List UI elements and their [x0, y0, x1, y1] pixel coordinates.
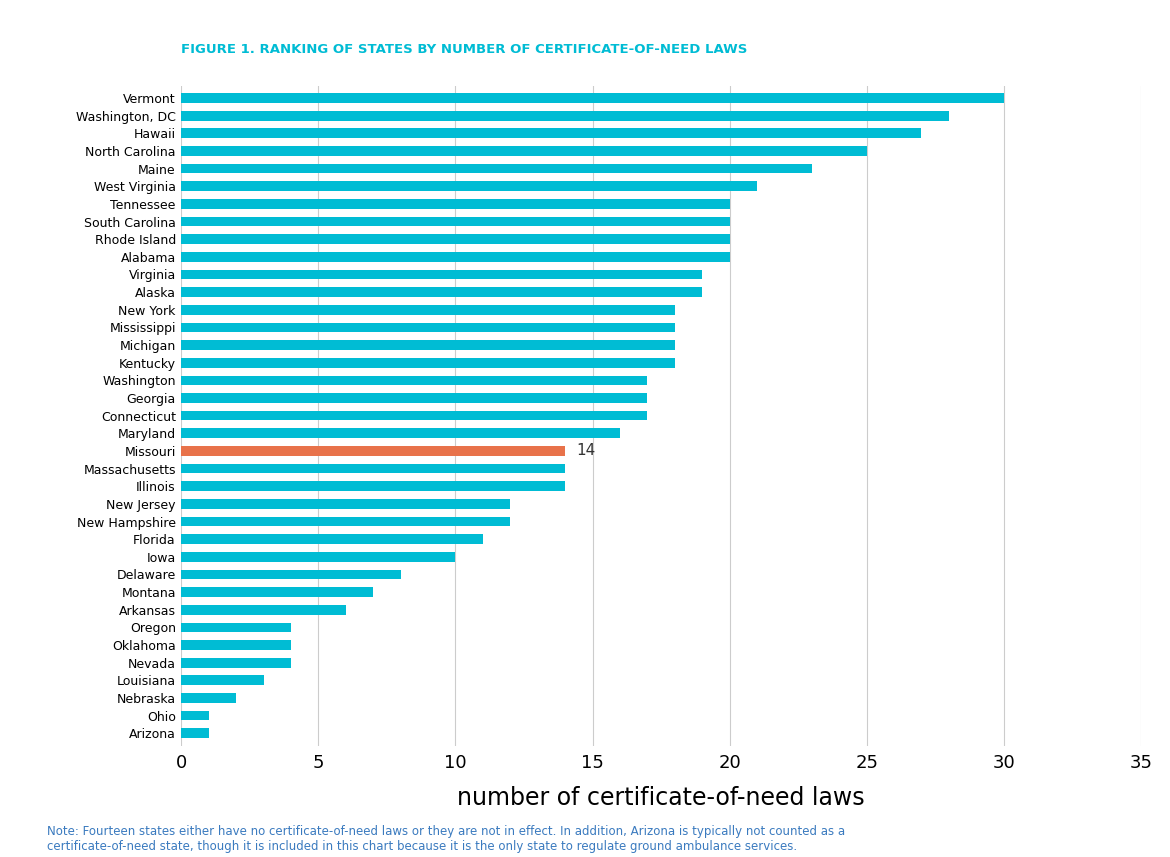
Bar: [181, 482, 565, 491]
Bar: [181, 147, 867, 156]
Bar: [181, 305, 675, 315]
Bar: [181, 446, 565, 456]
Bar: [181, 340, 675, 350]
Bar: [181, 217, 730, 226]
Bar: [181, 552, 455, 561]
Bar: [181, 693, 236, 703]
Bar: [181, 658, 291, 668]
Bar: [181, 587, 373, 597]
Text: FIGURE 1. RANKING OF STATES BY NUMBER OF CERTIFICATE-OF-NEED LAWS: FIGURE 1. RANKING OF STATES BY NUMBER OF…: [181, 43, 748, 56]
Bar: [181, 570, 400, 579]
Bar: [181, 428, 620, 438]
Bar: [181, 111, 949, 121]
Bar: [181, 710, 208, 721]
Bar: [181, 252, 730, 261]
Bar: [181, 164, 812, 173]
Text: Note: Fourteen states either have no certificate-of-need laws or they are not in: Note: Fourteen states either have no cer…: [47, 824, 845, 853]
Bar: [181, 675, 263, 685]
Bar: [181, 728, 208, 738]
Bar: [181, 622, 291, 632]
Bar: [181, 411, 647, 421]
Bar: [181, 182, 757, 191]
Bar: [181, 375, 647, 385]
Bar: [181, 199, 730, 209]
Bar: [181, 270, 702, 279]
Bar: [181, 640, 291, 650]
Bar: [181, 129, 922, 138]
Bar: [181, 517, 510, 526]
Bar: [181, 93, 1004, 103]
Bar: [181, 464, 565, 473]
Text: 14: 14: [576, 443, 596, 458]
Bar: [181, 393, 647, 403]
Bar: [181, 287, 702, 297]
X-axis label: number of certificate-of-need laws: number of certificate-of-need laws: [457, 786, 865, 810]
Bar: [181, 499, 510, 509]
Bar: [181, 534, 483, 544]
Bar: [181, 322, 675, 333]
Bar: [181, 358, 675, 368]
Bar: [181, 234, 730, 244]
Bar: [181, 605, 346, 614]
